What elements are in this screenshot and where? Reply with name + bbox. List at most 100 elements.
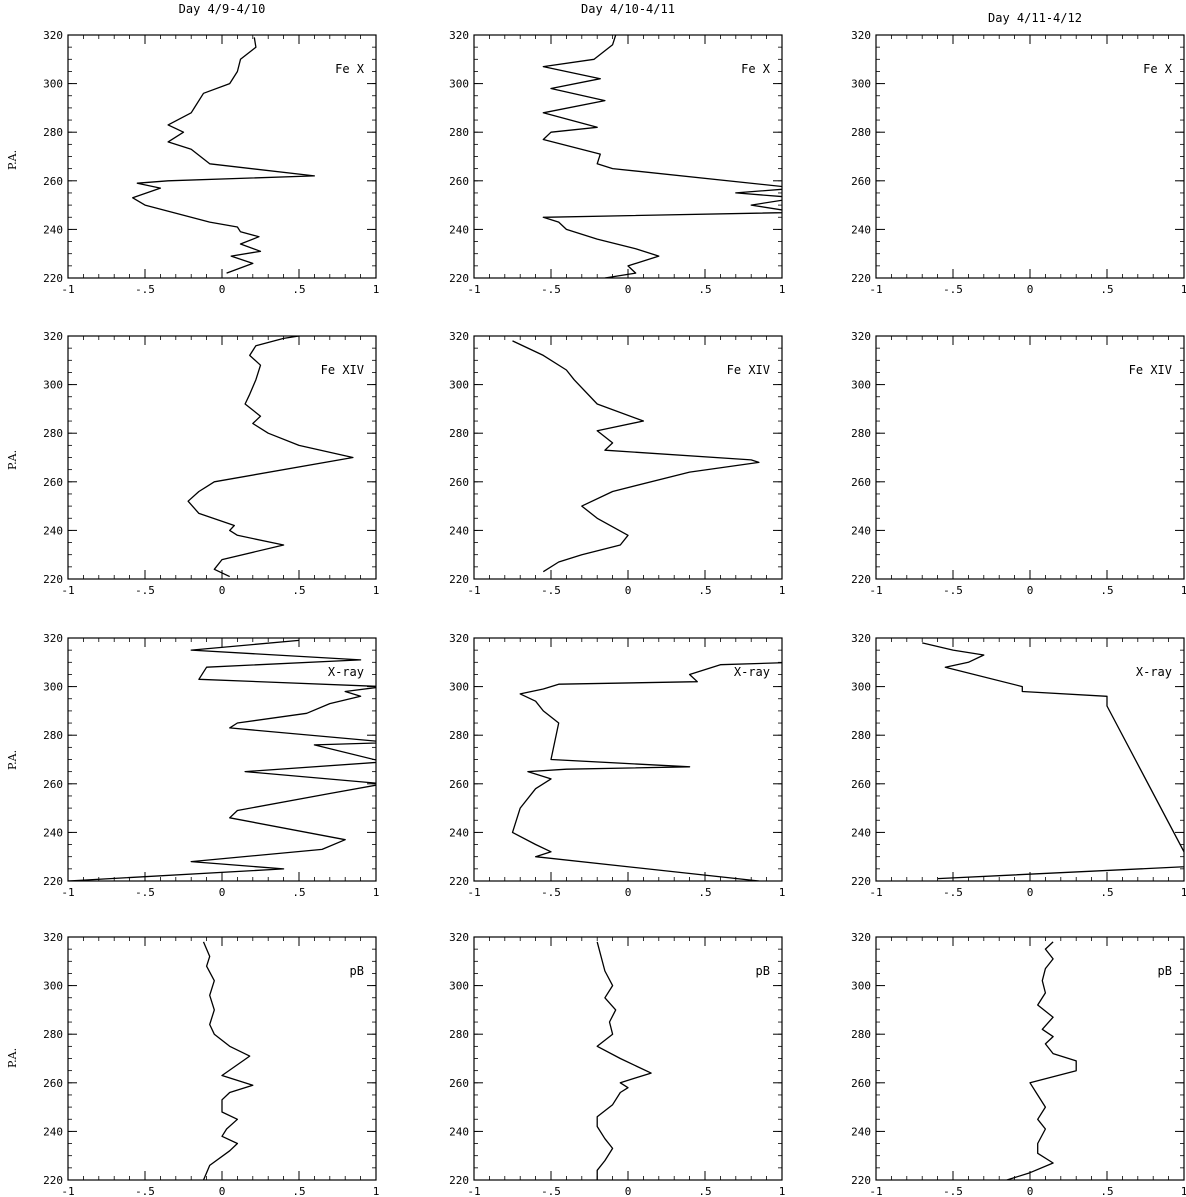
panel-label: X-ray bbox=[328, 665, 364, 679]
x-tick-label: -1 bbox=[61, 584, 74, 597]
y-tick-label: 260 bbox=[449, 476, 469, 489]
series-line-1 bbox=[202, 941, 254, 1180]
x-tick-label: 1 bbox=[779, 1185, 786, 1197]
x-tick-label: -.5 bbox=[943, 886, 963, 899]
y-tick-label: 300 bbox=[43, 379, 63, 392]
y-tick-label: 220 bbox=[43, 573, 63, 586]
row-ylabel-3: P.A. bbox=[6, 750, 19, 770]
y-tick-label: 280 bbox=[851, 729, 871, 742]
series-line-1 bbox=[542, 35, 782, 278]
y-tick-label: 320 bbox=[851, 330, 871, 343]
y-tick-label: 220 bbox=[43, 1174, 63, 1187]
y-tick-label: 320 bbox=[449, 632, 469, 645]
y-tick-label: 220 bbox=[851, 875, 871, 888]
y-tick-label: 260 bbox=[43, 1077, 63, 1090]
x-tick-label: -1 bbox=[869, 283, 882, 296]
x-tick-label: 0 bbox=[1027, 584, 1034, 597]
y-tick-label: 280 bbox=[449, 729, 469, 742]
y-tick-label: 260 bbox=[851, 476, 871, 489]
x-tick-label: 0 bbox=[219, 1185, 226, 1197]
x-tick-label: 0 bbox=[1027, 283, 1034, 296]
y-tick-label: 280 bbox=[43, 1028, 63, 1041]
x-tick-label: -.5 bbox=[541, 283, 561, 296]
y-tick-label: 280 bbox=[449, 126, 469, 139]
y-tick-label: 240 bbox=[43, 524, 63, 537]
series-line-1 bbox=[511, 662, 782, 881]
y-tick-label: 240 bbox=[851, 223, 871, 236]
y-tick-label: 220 bbox=[851, 272, 871, 285]
y-tick-label: 260 bbox=[851, 175, 871, 188]
column-title-2: Day 4/10-4/11 bbox=[581, 2, 675, 16]
y-tick-label: 240 bbox=[851, 524, 871, 537]
x-tick-label: -1 bbox=[467, 1185, 480, 1197]
y-tick-label: 320 bbox=[449, 330, 469, 343]
panel-3-1: -1 -.5 0 .5 1 220 240 260 280 300 320 X-ray bbox=[43, 632, 380, 899]
y-tick-label: 240 bbox=[449, 223, 469, 236]
panel-3-3: -1 -.5 0 .5 1 220 240 260 280 300 320 X-ray bbox=[851, 632, 1186, 899]
row-ylabels: P.A. P.A. P.A. P.A. bbox=[6, 150, 19, 1068]
x-tick-label: 0 bbox=[625, 1185, 632, 1197]
panels: -1 -.5 0 .5 1 220 240 260 280 300 320 Fe X -1 -.5 0 .5 1… bbox=[43, 29, 1186, 1197]
x-tick-label: .5 bbox=[292, 283, 305, 296]
series-line-1 bbox=[132, 37, 316, 274]
panel-1-3: -1 -.5 0 .5 1 220 240 260 280 300 320 Fe X bbox=[851, 29, 1186, 296]
x-tick-label: 0 bbox=[1027, 886, 1034, 899]
plot-frame bbox=[67, 34, 377, 279]
y-tick-label: 260 bbox=[43, 476, 63, 489]
y-tick-label: 320 bbox=[851, 931, 871, 944]
x-tick-label: 1 bbox=[779, 886, 786, 899]
column-title-3: Day 4/11-4/12 bbox=[988, 11, 1082, 25]
panel-3-2: -1 -.5 0 .5 1 220 240 260 280 300 320 X-ray bbox=[449, 632, 786, 899]
y-tick-label: 300 bbox=[851, 78, 871, 91]
series-line-1 bbox=[187, 336, 354, 578]
x-tick-label: 1 bbox=[373, 1185, 380, 1197]
x-tick-label: .5 bbox=[292, 886, 305, 899]
x-tick-label: .5 bbox=[1100, 1185, 1113, 1197]
column-title-1: Day 4/9-4/10 bbox=[179, 2, 266, 16]
x-tick-label: 0 bbox=[625, 584, 632, 597]
x-tick-label: -1 bbox=[467, 283, 480, 296]
x-tick-label: -1 bbox=[869, 1185, 882, 1197]
y-tick-label: 320 bbox=[43, 330, 63, 343]
panel-label: Fe X bbox=[335, 62, 365, 76]
y-tick-label: 320 bbox=[449, 29, 469, 42]
column-titles: Day 4/9-4/10 Day 4/10-4/11 Day 4/11-4/12 bbox=[179, 2, 1082, 25]
x-tick-label: 1 bbox=[1181, 1185, 1186, 1197]
y-tick-label: 240 bbox=[449, 826, 469, 839]
y-tick-label: 320 bbox=[851, 632, 871, 645]
panel-2-3: -1 -.5 0 .5 1 220 240 260 280 300 320 Fe XIV bbox=[851, 330, 1186, 597]
y-tick-label: 260 bbox=[851, 778, 871, 791]
panel-2-2: -1 -.5 0 .5 1 220 240 260 280 300 320 Fe XIV bbox=[449, 330, 785, 597]
y-tick-label: 260 bbox=[43, 778, 63, 791]
panel-label: Fe XIV bbox=[1129, 363, 1172, 377]
x-tick-label: -.5 bbox=[541, 886, 561, 899]
y-tick-label: 300 bbox=[449, 78, 469, 91]
x-tick-label: -.5 bbox=[541, 1185, 561, 1197]
x-tick-label: 1 bbox=[373, 886, 380, 899]
x-tick-label: -1 bbox=[467, 886, 480, 899]
x-tick-label: -1 bbox=[467, 584, 480, 597]
y-tick-label: 240 bbox=[449, 524, 469, 537]
y-tick-label: 300 bbox=[851, 379, 871, 392]
y-tick-label: 260 bbox=[449, 175, 469, 188]
x-tick-label: .5 bbox=[698, 283, 711, 296]
x-tick-label: 0 bbox=[625, 283, 632, 296]
y-tick-label: 220 bbox=[851, 1174, 871, 1187]
x-tick-label: -.5 bbox=[135, 1185, 155, 1197]
y-tick-label: 260 bbox=[449, 1077, 469, 1090]
x-tick-label: -.5 bbox=[135, 886, 155, 899]
y-tick-label: 240 bbox=[851, 1125, 871, 1138]
y-tick-label: 220 bbox=[449, 1174, 469, 1187]
y-tick-label: 220 bbox=[449, 875, 469, 888]
x-tick-label: 1 bbox=[373, 283, 380, 296]
y-tick-label: 280 bbox=[851, 427, 871, 440]
y-tick-label: 240 bbox=[43, 1125, 63, 1138]
panel-label: pB bbox=[1158, 964, 1172, 978]
y-tick-label: 280 bbox=[851, 126, 871, 139]
x-tick-label: 0 bbox=[219, 283, 226, 296]
y-tick-label: 240 bbox=[43, 223, 63, 236]
panel-label: Fe XIV bbox=[321, 363, 364, 377]
y-tick-label: 300 bbox=[449, 980, 469, 993]
x-tick-label: 1 bbox=[1181, 886, 1186, 899]
x-tick-label: -.5 bbox=[943, 584, 963, 597]
